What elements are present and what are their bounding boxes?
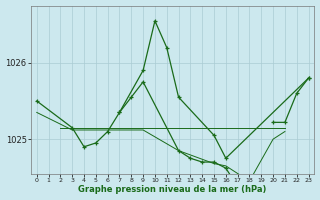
X-axis label: Graphe pression niveau de la mer (hPa): Graphe pression niveau de la mer (hPa) xyxy=(78,185,267,194)
